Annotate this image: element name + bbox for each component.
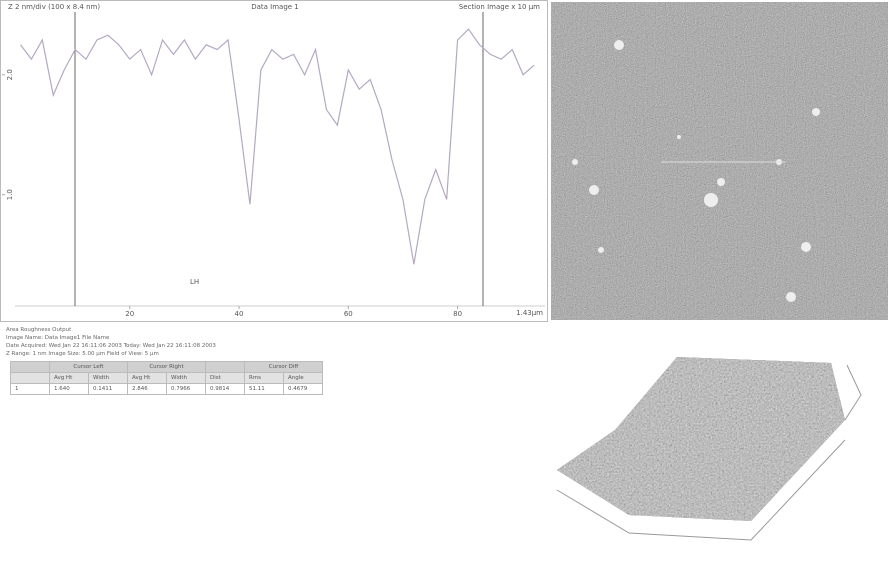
column-header: Width [167,373,206,384]
table-cell: 0.4679 [284,384,323,395]
profile-panel: Z 2 nm/div (100 x 8.4 nm) Data Image 1 S… [0,0,548,322]
group-header: Cursor Left [50,362,128,373]
afm-3d-view [551,325,888,561]
group-header: Cursor Diff [245,362,323,373]
column-header: Dist [206,373,245,384]
y-tick-label: 1.0 [6,189,14,200]
screen: {"chart_data": {"type": "line", "title":… [0,0,888,561]
column-header: Avg Ht [50,373,89,384]
x-tick-label: 80 [453,310,462,318]
table-cell: 1.640 [50,384,89,395]
table-cell: 2.846 [128,384,167,395]
report-title: Area Roughness Output [6,326,536,334]
table-cell: 51.11 [245,384,284,395]
group-header: Cursor Right [128,362,206,373]
report-line: Date Acquired: Wed Jan 22 16:11:06 2003 … [6,342,536,350]
column-header: Width [89,373,128,384]
table-cell: 0.7966 [167,384,206,395]
table-cell: 0.9814 [206,384,245,395]
x-tick-label: 20 [125,310,134,318]
roughness-table: Cursor Left Cursor Right Cursor Diff Avg… [10,361,323,395]
header-center: Data Image 1 [251,3,299,11]
header-right: Section Image x 10 µm [459,3,540,11]
column-header: Avg Ht [128,373,167,384]
report-line: Image Name: Data Image1 File Name [6,334,536,342]
x-unit-label: 1.43µm [516,309,543,317]
column-header: Rms [245,373,284,384]
column-header: Angle [284,373,323,384]
cursor-label: LH [190,278,199,286]
report-line: Z Range: 1 nm Image Size: 5.00 µm Field … [6,350,536,358]
roughness-report: Area Roughness Output Image Name: Data I… [6,326,536,395]
x-tick-label: 40 [235,310,244,318]
y-tick-label: 2.0 [6,69,14,80]
x-tick-label: 60 [344,310,353,318]
table-cell: 0.1411 [89,384,128,395]
afm-image [551,2,888,320]
header-left: Z 2 nm/div (100 x 8.4 nm) [8,3,100,11]
table-cell: 1 [11,384,50,395]
